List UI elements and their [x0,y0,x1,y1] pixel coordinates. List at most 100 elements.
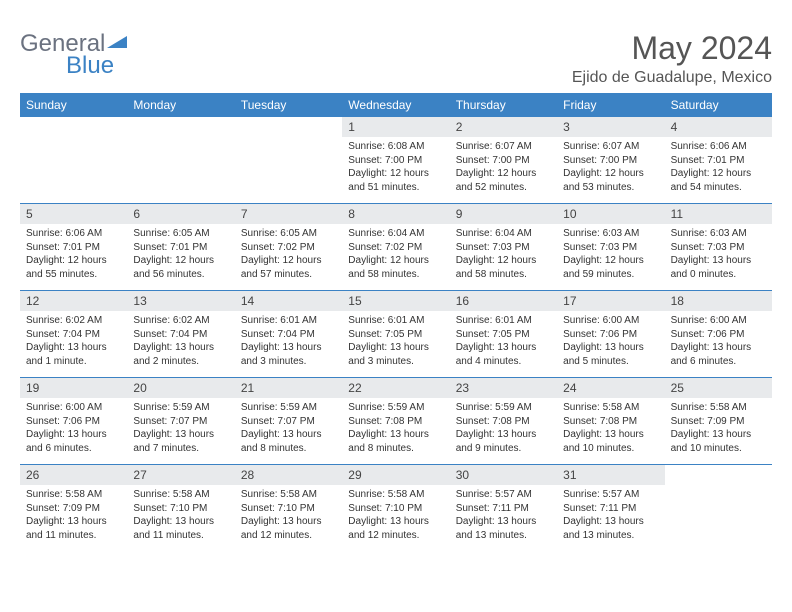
sunrise-text: Sunrise: 5:57 AM [563,488,658,502]
day-body: Sunrise: 5:59 AMSunset: 7:08 PMDaylight:… [450,398,557,461]
sunrise-text: Sunrise: 5:57 AM [456,488,551,502]
sunset-text: Sunset: 7:08 PM [563,415,658,429]
sunset-text: Sunset: 7:04 PM [26,328,121,342]
day-of-week-header: Sunday Monday Tuesday Wednesday Thursday… [20,93,772,117]
day-body [235,137,342,146]
day-cell: 18Sunrise: 6:00 AMSunset: 7:06 PMDayligh… [665,291,772,377]
daylight-text: Daylight: 13 hours and 1 minute. [26,341,121,368]
day-number: 20 [127,378,234,398]
day-body: Sunrise: 5:57 AMSunset: 7:11 PMDaylight:… [450,485,557,548]
logo-icon [107,34,127,53]
sunset-text: Sunset: 7:09 PM [671,415,766,429]
day-number: 23 [450,378,557,398]
day-body: Sunrise: 6:05 AMSunset: 7:02 PMDaylight:… [235,224,342,287]
sunrise-text: Sunrise: 5:59 AM [241,401,336,415]
sunset-text: Sunset: 7:08 PM [456,415,551,429]
daylight-text: Daylight: 13 hours and 3 minutes. [241,341,336,368]
day-number: 28 [235,465,342,485]
day-body: Sunrise: 6:07 AMSunset: 7:00 PMDaylight:… [557,137,664,200]
dow-sunday: Sunday [20,93,127,117]
sunrise-text: Sunrise: 6:01 AM [241,314,336,328]
day-number: 22 [342,378,449,398]
sunrise-text: Sunrise: 5:58 AM [671,401,766,415]
sunset-text: Sunset: 7:10 PM [348,502,443,516]
day-body: Sunrise: 5:59 AMSunset: 7:07 PMDaylight:… [235,398,342,461]
dow-thursday: Thursday [450,93,557,117]
day-body: Sunrise: 6:02 AMSunset: 7:04 PMDaylight:… [127,311,234,374]
sunrise-text: Sunrise: 6:06 AM [26,227,121,241]
daylight-text: Daylight: 13 hours and 9 minutes. [456,428,551,455]
day-cell: 1Sunrise: 6:08 AMSunset: 7:00 PMDaylight… [342,117,449,203]
sunrise-text: Sunrise: 6:02 AM [26,314,121,328]
sunrise-text: Sunrise: 5:59 AM [456,401,551,415]
day-cell: 28Sunrise: 5:58 AMSunset: 7:10 PMDayligh… [235,465,342,551]
calendar-location: Ejido de Guadalupe, Mexico [572,69,772,87]
day-number: 6 [127,204,234,224]
day-cell: 13Sunrise: 6:02 AMSunset: 7:04 PMDayligh… [127,291,234,377]
daylight-text: Daylight: 13 hours and 10 minutes. [671,428,766,455]
daylight-text: Daylight: 13 hours and 8 minutes. [241,428,336,455]
daylight-text: Daylight: 13 hours and 13 minutes. [456,515,551,542]
daylight-text: Daylight: 13 hours and 5 minutes. [563,341,658,368]
logo-blue-row: General [20,0,772,16]
sunrise-text: Sunrise: 5:59 AM [348,401,443,415]
sunset-text: Sunset: 7:00 PM [348,154,443,168]
daylight-text: Daylight: 13 hours and 10 minutes. [563,428,658,455]
sunset-text: Sunset: 7:00 PM [563,154,658,168]
day-cell: 30Sunrise: 5:57 AMSunset: 7:11 PMDayligh… [450,465,557,551]
sunset-text: Sunset: 7:03 PM [671,241,766,255]
sunset-text: Sunset: 7:07 PM [133,415,228,429]
daylight-text: Daylight: 12 hours and 54 minutes. [671,167,766,194]
week-row: 26Sunrise: 5:58 AMSunset: 7:09 PMDayligh… [20,464,772,551]
day-cell: 6Sunrise: 6:05 AMSunset: 7:01 PMDaylight… [127,204,234,290]
day-body: Sunrise: 6:01 AMSunset: 7:05 PMDaylight:… [342,311,449,374]
day-body: Sunrise: 5:59 AMSunset: 7:08 PMDaylight:… [342,398,449,461]
daylight-text: Daylight: 12 hours and 51 minutes. [348,167,443,194]
day-cell: 11Sunrise: 6:03 AMSunset: 7:03 PMDayligh… [665,204,772,290]
daylight-text: Daylight: 12 hours and 57 minutes. [241,254,336,281]
weeks-container: 1Sunrise: 6:08 AMSunset: 7:00 PMDaylight… [20,117,772,551]
day-number [127,117,234,137]
day-body: Sunrise: 5:58 AMSunset: 7:10 PMDaylight:… [342,485,449,548]
day-body: Sunrise: 5:58 AMSunset: 7:10 PMDaylight:… [235,485,342,548]
day-cell [20,117,127,203]
sunset-text: Sunset: 7:03 PM [456,241,551,255]
dow-tuesday: Tuesday [235,93,342,117]
sunset-text: Sunset: 7:07 PM [241,415,336,429]
day-cell: 23Sunrise: 5:59 AMSunset: 7:08 PMDayligh… [450,378,557,464]
day-number: 14 [235,291,342,311]
day-body: Sunrise: 6:02 AMSunset: 7:04 PMDaylight:… [20,311,127,374]
daylight-text: Daylight: 12 hours and 59 minutes. [563,254,658,281]
day-body [665,485,772,494]
day-number: 15 [342,291,449,311]
dow-monday: Monday [127,93,234,117]
day-number: 9 [450,204,557,224]
day-number: 19 [20,378,127,398]
day-cell: 8Sunrise: 6:04 AMSunset: 7:02 PMDaylight… [342,204,449,290]
day-cell: 22Sunrise: 5:59 AMSunset: 7:08 PMDayligh… [342,378,449,464]
day-number: 4 [665,117,772,137]
day-cell: 31Sunrise: 5:57 AMSunset: 7:11 PMDayligh… [557,465,664,551]
day-body: Sunrise: 6:04 AMSunset: 7:02 PMDaylight:… [342,224,449,287]
sunrise-text: Sunrise: 5:58 AM [26,488,121,502]
sunrise-text: Sunrise: 6:05 AM [133,227,228,241]
day-cell: 29Sunrise: 5:58 AMSunset: 7:10 PMDayligh… [342,465,449,551]
day-number: 8 [342,204,449,224]
sunset-text: Sunset: 7:01 PM [133,241,228,255]
day-number: 18 [665,291,772,311]
sunrise-text: Sunrise: 6:05 AM [241,227,336,241]
day-number: 10 [557,204,664,224]
sunset-text: Sunset: 7:06 PM [26,415,121,429]
daylight-text: Daylight: 12 hours and 53 minutes. [563,167,658,194]
day-number: 5 [20,204,127,224]
sunset-text: Sunset: 7:00 PM [456,154,551,168]
day-body [20,137,127,146]
daylight-text: Daylight: 13 hours and 7 minutes. [133,428,228,455]
sunrise-text: Sunrise: 6:07 AM [563,140,658,154]
sunrise-text: Sunrise: 6:00 AM [26,401,121,415]
day-number: 30 [450,465,557,485]
sunset-text: Sunset: 7:03 PM [563,241,658,255]
day-body: Sunrise: 5:58 AMSunset: 7:08 PMDaylight:… [557,398,664,461]
daylight-text: Daylight: 13 hours and 6 minutes. [671,341,766,368]
dow-wednesday: Wednesday [342,93,449,117]
